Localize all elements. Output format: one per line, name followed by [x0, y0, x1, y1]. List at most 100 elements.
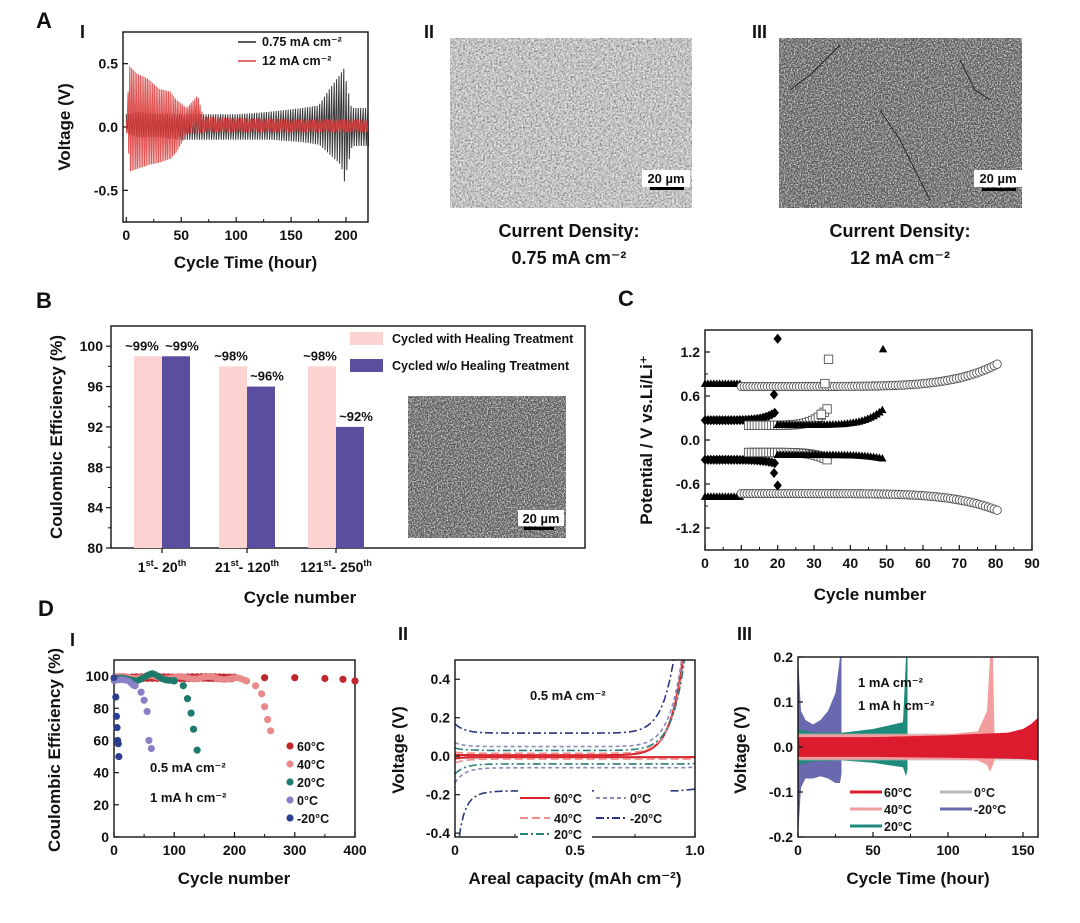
caption-a-iii-line1: Current Density:: [829, 221, 970, 241]
x-tick-label: 30: [806, 555, 822, 571]
sem-image-a-ii: 20 µm: [450, 38, 692, 208]
y-tick-label: -0.6: [676, 476, 700, 492]
data-point-60°C: [321, 674, 329, 683]
sublabel-d-i: I: [70, 630, 75, 650]
x-tick-label: 300: [283, 842, 307, 858]
y-tick-label: 20: [93, 797, 109, 813]
x-tick-label: 80: [988, 555, 1004, 571]
x-axis-label: Cycle number: [814, 585, 927, 604]
charge-curve-60°C: [455, 660, 684, 757]
annotation-areal-capacity: 1 mA h cm⁻²: [150, 790, 227, 805]
x-axis-label: Cycle Time (hour): [174, 253, 317, 272]
legend-swatch: [350, 332, 383, 345]
y-tick-label: 0.0: [774, 739, 794, 755]
data-point--20°C: [115, 752, 123, 761]
legend-label: 40°C: [554, 812, 582, 826]
data-point-20°C: [179, 682, 187, 690]
x-axis-label: Cycle number: [244, 588, 357, 607]
series-line-red: [125, 66, 369, 172]
y-tick-label: 0.2: [431, 710, 451, 726]
data-point-40°C: [261, 703, 269, 711]
legend-marker: [286, 742, 294, 750]
y-tick-label: -1.2: [676, 520, 700, 536]
x-tick-label: 100: [163, 842, 187, 858]
plot-area: [798, 657, 1038, 837]
y-tick-label: 60: [93, 732, 109, 748]
marker-outlier-filled-diamond: [773, 480, 782, 491]
data-point-20°C: [170, 677, 178, 685]
scale-bar: [650, 187, 684, 190]
marker-filled-diamond: [770, 458, 779, 469]
marker-outlier-open-square: [816, 409, 826, 419]
scale-bar: [982, 188, 1016, 191]
caption-a-ii-line2: 0.75 mA cm⁻²: [512, 248, 627, 268]
bar-without-healing: [247, 386, 275, 548]
y-tick-label: 0.4: [431, 671, 451, 687]
charge-curve-20°C: [455, 660, 686, 752]
chart-d-i-ce-vs-cycle: 0 100 200 300 400 0 20 40 60 80 100 Cycle number Cou…: [45, 648, 367, 888]
legend-label: 0°C: [974, 786, 995, 800]
marker-filled-triangle: [878, 453, 887, 462]
chart-d-iii-voltage-vs-time: 0 50 100 150 -0.2 -0.1 0.0 0.1 0.2 Cycle Time (ho…: [731, 649, 1039, 888]
y-tick-label: -0.2: [769, 829, 793, 845]
bar-with-healing: [308, 366, 336, 548]
legend-label: Cycled w/o Healing Treatment: [392, 359, 570, 373]
x-tick-label: 0: [122, 227, 130, 243]
y-tick-label: 100: [86, 668, 110, 684]
data-point-60°C: [291, 674, 299, 682]
legend-marker: [286, 796, 294, 804]
tick-text: 1: [138, 559, 146, 575]
data-point--20°C: [110, 674, 118, 682]
x-tick-label: 50: [173, 227, 189, 243]
legend-bg: [594, 810, 668, 825]
legend-label: Cycled with Healing Treatment: [392, 332, 574, 346]
legend-marker: [286, 778, 294, 786]
y-tick-label: 0.2: [774, 649, 794, 665]
chart-d-ii-voltage-vs-capacity: 0 0.5 1.0 -0.4 -0.2 0.0 0.2 0.4 Areal capacity (…: [389, 659, 705, 888]
y-tick-label: 88: [87, 459, 103, 475]
chart-c-potential-scatter: 0 10 20 30 40 50 60 70 80 90 -1.2 -0.6 0.0 0.6 1.2 Cycl…: [637, 329, 1040, 604]
x-axis-label: Areal capacity (mAh cm⁻²): [468, 869, 681, 888]
legend-marker: [286, 760, 294, 768]
x-tick-label: 60: [915, 555, 931, 571]
y-axis-label: Coulombic Efficiency (%): [45, 648, 64, 852]
caption-a-ii-line1: Current Density:: [498, 221, 639, 241]
tick-text: 121: [300, 559, 324, 575]
y-tick-label: 0: [101, 829, 109, 845]
y-tick-label: 80: [87, 540, 103, 556]
discharge-curve-60°C: [455, 756, 695, 760]
y-tick-label: 40: [93, 765, 109, 781]
panel-label-d: D: [38, 596, 54, 621]
data-point-60°C: [261, 674, 269, 682]
voltage-band-60°C: [798, 717, 1038, 761]
marker-outlier-open-square: [820, 378, 830, 389]
superscript: th: [363, 558, 372, 568]
x-tick-label: 0: [451, 842, 459, 858]
data-point-0°C: [143, 707, 151, 716]
scale-bar-bg: [974, 170, 1022, 187]
y-tick-label: -0.1: [769, 784, 793, 800]
y-tick-label: 92: [87, 419, 103, 435]
legend-label: 0.75 mA cm⁻²: [262, 35, 342, 49]
bar-with-healing: [134, 356, 162, 548]
discharge-curve-20°C: [455, 762, 695, 775]
data-point-0°C: [140, 696, 148, 704]
y-tick-label: 100: [80, 338, 104, 354]
legend-label: 20°C: [297, 776, 325, 790]
marker-outlier-filled-diamond: [769, 467, 779, 479]
data-point-60°C: [351, 677, 359, 685]
legend-label: 60°C: [297, 740, 325, 754]
x-tick-label: 70: [952, 555, 968, 571]
marker-filled-triangle: [878, 405, 887, 414]
data-point--20°C: [112, 712, 121, 720]
data-point-60°C: [339, 675, 347, 683]
x-tick-label: 50: [879, 555, 895, 571]
legend-label: 60°C: [554, 792, 582, 806]
legend-label: -20°C: [630, 812, 662, 826]
x-tick-label: 0.5: [565, 842, 585, 858]
y-axis-label: Voltage (V): [731, 706, 750, 794]
legend-label: 12 mA cm⁻²: [262, 54, 331, 68]
superscript: st: [146, 558, 154, 568]
marker-filled-diamond: [770, 407, 779, 418]
